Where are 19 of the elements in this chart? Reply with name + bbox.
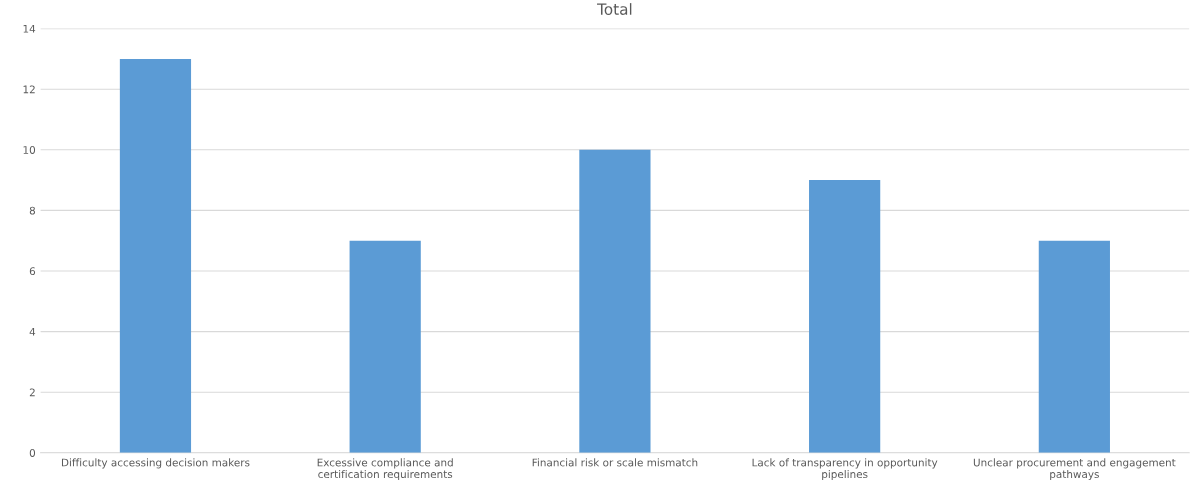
y-tick-label: 10 (23, 146, 36, 154)
bar (579, 149, 651, 453)
x-tick-label: Financial risk or scale mismatch (532, 458, 698, 467)
y-tick-label: 6 (29, 267, 36, 276)
y-tick-label: 2 (29, 388, 35, 397)
bar (809, 180, 881, 453)
y-tick-label: 0 (29, 449, 36, 457)
x-tick-label: Unclear procurement and engagement pathways (973, 458, 1176, 481)
x-tick-label: Difficulty accessing decision makers (61, 458, 250, 469)
y-tick-label: 12 (23, 85, 35, 94)
y-tick-label: 8 (29, 206, 36, 215)
x-tick-label: Excessive compliance and certification requirements (317, 458, 453, 481)
bar (349, 240, 421, 453)
bar (119, 58, 192, 453)
bar (1038, 240, 1110, 453)
y-tick-label: 14 (23, 24, 36, 33)
chart-title: Total (597, 3, 632, 15)
x-tick-label: Lack of transparency in opportunity pipelines (752, 458, 938, 481)
y-tick-label: 4 (29, 327, 36, 336)
